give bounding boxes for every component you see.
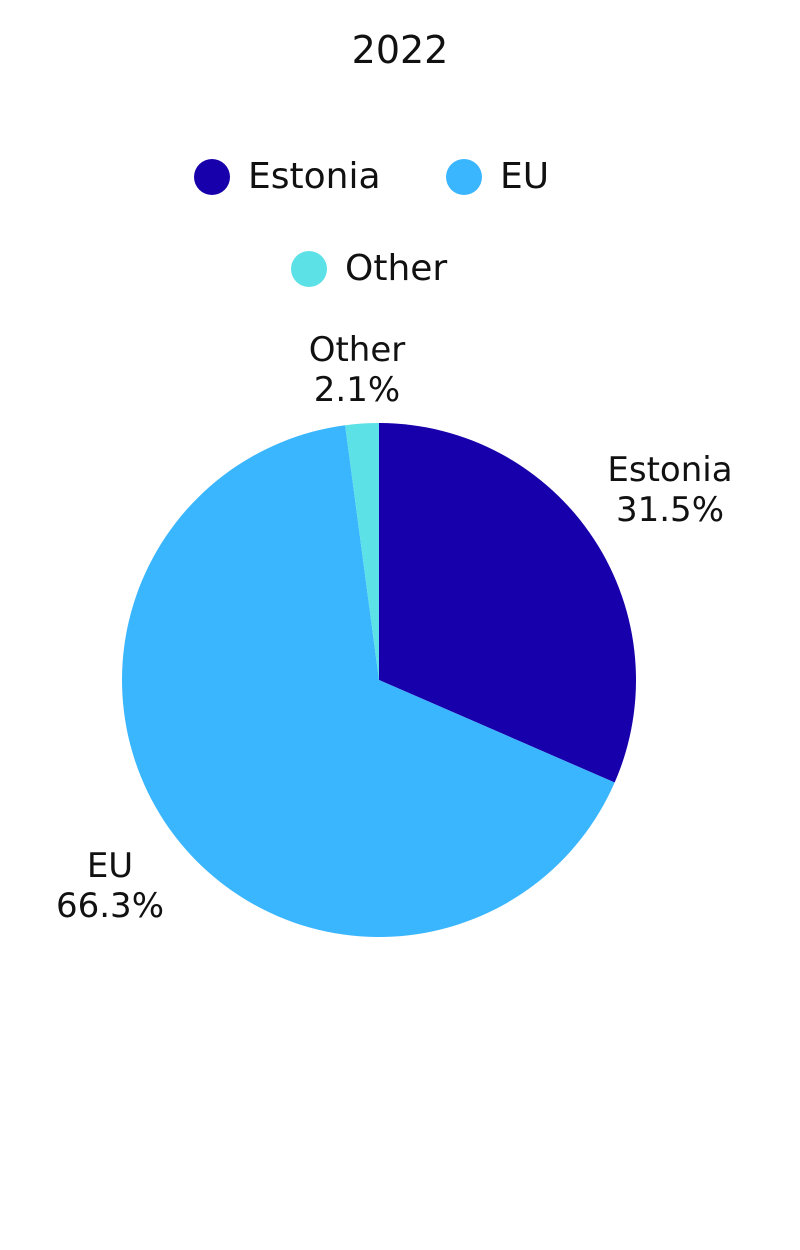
slice-value: 31.5%: [615, 490, 724, 530]
legend-label: Estonia: [248, 156, 381, 197]
slice-value: 66.3%: [55, 886, 164, 926]
legend-swatch: [194, 158, 230, 195]
slice-value: 2.1%: [313, 370, 401, 410]
legend-item-other: Other: [291, 248, 447, 289]
legend-swatch: [291, 250, 327, 287]
pie-slice-estonia: [379, 423, 636, 783]
slice-category: EU: [86, 846, 134, 886]
slice-label-other: Other 2.1%: [257, 330, 457, 410]
slice-category: Estonia: [607, 450, 733, 490]
legend-label: EU: [500, 156, 550, 197]
legend-swatch: [446, 158, 482, 195]
legend-item-estonia: Estonia: [194, 156, 381, 197]
legend-item-eu: EU: [446, 156, 549, 197]
pie-slice-other: [345, 423, 379, 680]
slice-category: Other: [308, 330, 406, 370]
legend-label: Other: [345, 248, 448, 289]
chart-title: 2022: [351, 28, 449, 72]
pie-slice-eu: [122, 425, 615, 938]
slice-label-estonia: Estonia 31.5%: [570, 450, 770, 530]
slice-label-eu: EU 66.3%: [10, 846, 210, 926]
